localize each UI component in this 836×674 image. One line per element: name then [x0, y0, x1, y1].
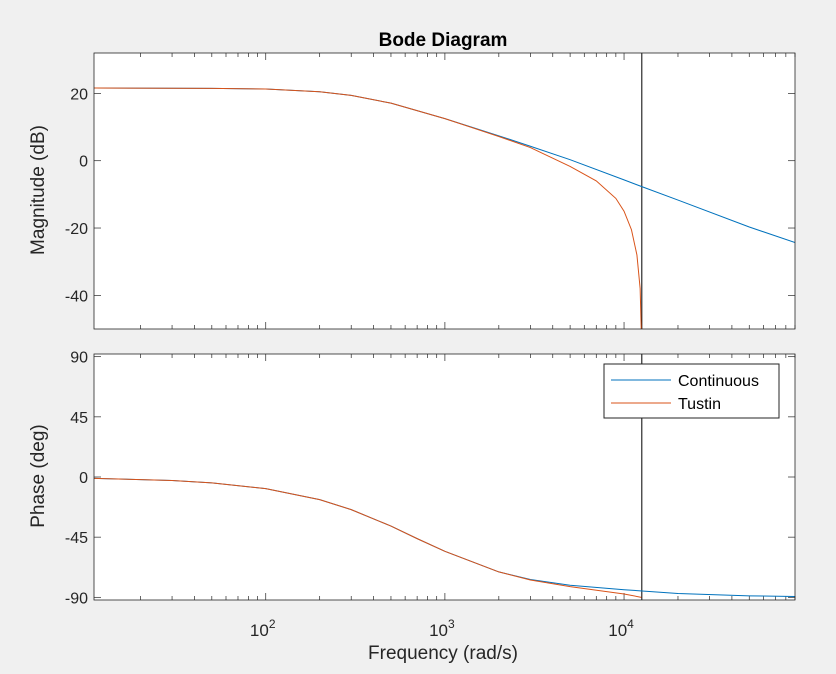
phase-y-tick-label: -45 [65, 530, 88, 547]
phase-y-tick-label: -90 [65, 590, 88, 607]
magnitude-y-tick-label: 20 [70, 86, 88, 103]
phase-y-tick-label: 45 [70, 410, 88, 427]
phase-axes-frame [93, 353, 796, 601]
chart-title: Bode Diagram [379, 30, 508, 51]
magnitude-y-axis-label: Magnitude (dB) [28, 125, 49, 255]
x-tick-label: 102 [250, 617, 276, 640]
phase-series-tustin [94, 477, 642, 598]
magnitude-y-tick-label: -40 [65, 288, 88, 305]
x-tick-label: 103 [429, 617, 455, 640]
x-axis-label: Frequency (rad/s) [368, 643, 518, 664]
magnitude-y-tick-label: 0 [79, 154, 88, 171]
magnitude-y-tick-label: -20 [65, 221, 88, 238]
phase-y-axis-label: Phase (deg) [28, 424, 49, 528]
magnitude-panel: 20 0 -20 -40 [65, 52, 796, 330]
legend-label-continuous: Continuous [678, 373, 759, 390]
legend: Continuous Tustin [603, 363, 780, 419]
legend-label-tustin: Tustin [678, 396, 721, 413]
legend-box [603, 363, 780, 419]
x-tick-label: 104 [608, 617, 634, 640]
phase-y-tick-label: 90 [70, 350, 88, 367]
magnitude-series-tustin [94, 87, 642, 329]
phase-y-tick-label: 0 [79, 470, 88, 487]
magnitude-plot-area [94, 53, 795, 329]
magnitude-axes-frame [93, 52, 796, 330]
